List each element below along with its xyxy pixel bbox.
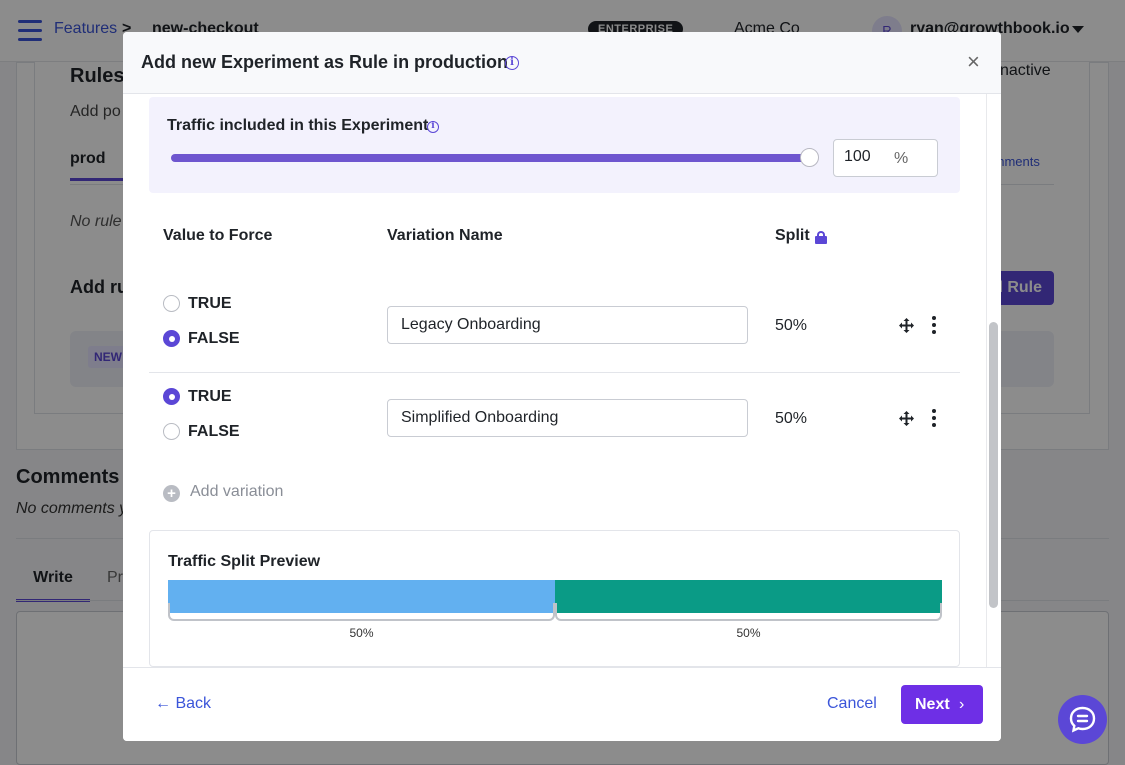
traffic-slider-handle[interactable] bbox=[800, 148, 819, 167]
value-to-force-header: Value to Force bbox=[163, 227, 273, 244]
modal-header: Add new Experiment as Rule in production… bbox=[123, 32, 1001, 94]
info-icon[interactable]: i bbox=[427, 121, 439, 133]
chat-button[interactable] bbox=[1058, 695, 1107, 744]
breadcrumb-features[interactable]: Features bbox=[54, 20, 118, 37]
percent-suffix: % bbox=[894, 150, 909, 167]
comments-title: Comments bbox=[16, 466, 120, 488]
plus-circle-icon: + bbox=[163, 485, 180, 502]
drag-handle-icon[interactable] bbox=[898, 410, 915, 427]
inactive-label: nactive bbox=[1000, 62, 1051, 79]
row-divider bbox=[149, 372, 960, 373]
scrollbar-thumb[interactable] bbox=[989, 322, 998, 608]
chevron-right-icon: › bbox=[959, 696, 965, 713]
next-button[interactable]: Next › bbox=[901, 685, 983, 724]
next-button-label: Next bbox=[915, 696, 950, 713]
cancel-button[interactable]: Cancel bbox=[827, 695, 877, 712]
chat-icon bbox=[1069, 706, 1096, 733]
traffic-percent-field[interactable]: % bbox=[833, 139, 938, 177]
split-percent-label: 50% bbox=[736, 626, 761, 640]
rules-title: Rules bbox=[70, 65, 125, 87]
modal-body: Traffic included in this Experiment i % … bbox=[123, 94, 1001, 667]
add-variation-label: Add variation bbox=[190, 483, 284, 500]
variation-name-field[interactable] bbox=[387, 306, 748, 344]
environments-link[interactable]: onments bbox=[990, 154, 1040, 169]
variation-name-header: Variation Name bbox=[387, 227, 503, 244]
split-value: 50% bbox=[775, 317, 808, 334]
more-options-icon[interactable] bbox=[931, 409, 937, 429]
traffic-percent-input[interactable] bbox=[844, 148, 894, 166]
drag-handle-icon[interactable] bbox=[898, 317, 915, 334]
split-percent-label: 50% bbox=[349, 626, 374, 640]
split-bracket bbox=[555, 603, 942, 621]
variation-name-field[interactable] bbox=[387, 399, 748, 437]
back-button[interactable]: ← Back bbox=[155, 695, 212, 712]
radio-false-label: FALSE bbox=[188, 423, 240, 440]
menu-icon[interactable] bbox=[18, 20, 42, 42]
traffic-section: Traffic included in this Experiment i % bbox=[149, 97, 960, 193]
traffic-slider-track[interactable] bbox=[171, 154, 811, 162]
no-rules-text: No rule bbox=[70, 213, 122, 230]
split-header: Split bbox=[775, 227, 810, 244]
chevron-down-icon[interactable] bbox=[1072, 26, 1084, 33]
variation-name-input[interactable] bbox=[401, 316, 731, 334]
no-comments-text: No comments y bbox=[16, 500, 128, 517]
preview-title: Traffic Split Preview bbox=[168, 553, 321, 570]
modal-footer: ← Back Cancel Next › bbox=[123, 667, 1001, 741]
more-options-icon[interactable] bbox=[931, 316, 937, 336]
tab-preview[interactable]: Pr bbox=[107, 569, 123, 586]
split-bracket bbox=[168, 603, 555, 621]
radio-false-label: FALSE bbox=[188, 330, 240, 347]
modal-title: Add new Experiment as Rule in production bbox=[141, 52, 509, 72]
rules-description: Add po bbox=[70, 103, 121, 120]
traffic-label: Traffic included in this Experiment bbox=[167, 117, 429, 134]
breadcrumb-separator: > bbox=[122, 20, 132, 37]
traffic-split-preview: Traffic Split Preview 50% 50% bbox=[149, 530, 960, 667]
radio-false[interactable] bbox=[163, 330, 180, 347]
info-icon[interactable]: i bbox=[505, 56, 519, 70]
radio-true-label: TRUE bbox=[188, 388, 232, 405]
lock-icon[interactable] bbox=[815, 231, 827, 244]
radio-true[interactable] bbox=[163, 388, 180, 405]
radio-true-label: TRUE bbox=[188, 295, 232, 312]
split-bar-segment bbox=[168, 580, 555, 613]
radio-true[interactable] bbox=[163, 295, 180, 312]
close-button[interactable]: × bbox=[967, 49, 980, 74]
split-bar-segment bbox=[555, 580, 942, 613]
variation-name-input[interactable] bbox=[401, 409, 731, 427]
tab-production[interactable]: prod bbox=[70, 150, 130, 181]
split-value: 50% bbox=[775, 410, 808, 427]
radio-false[interactable] bbox=[163, 423, 180, 440]
new-badge: NEW bbox=[88, 346, 128, 368]
experiment-rule-modal: Add new Experiment as Rule in production… bbox=[123, 32, 1001, 741]
add-rule-heading: Add ru bbox=[70, 277, 128, 297]
